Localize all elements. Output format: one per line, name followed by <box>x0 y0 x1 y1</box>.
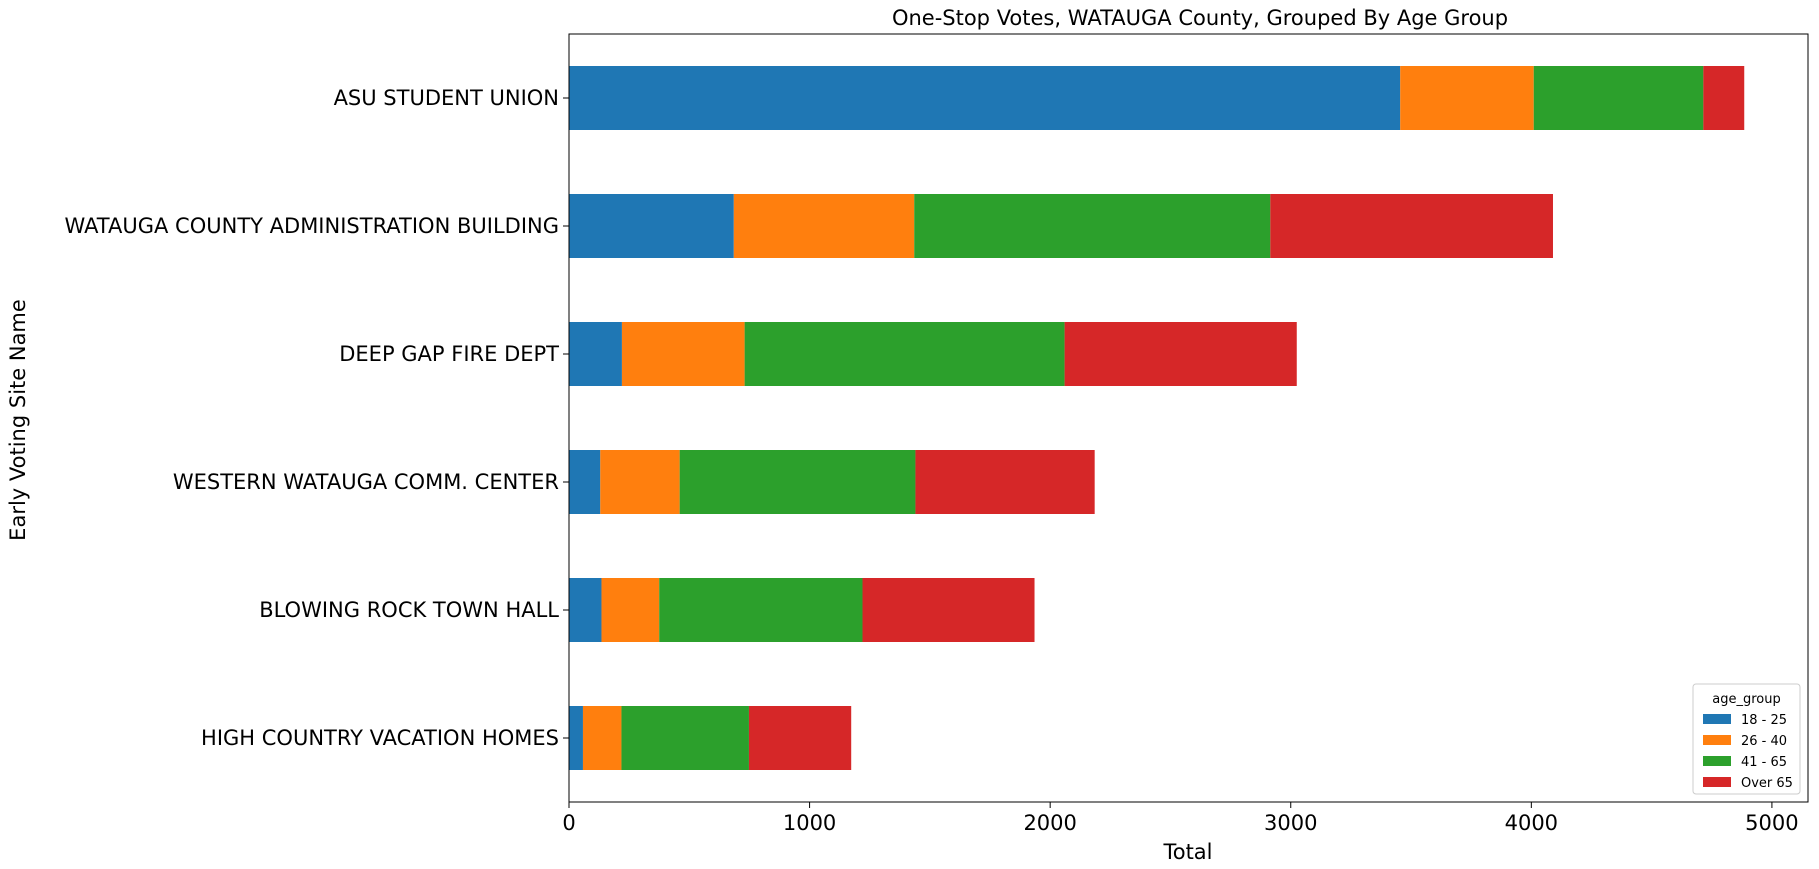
bar-6-series-1 <box>569 706 583 770</box>
bar-1-series-4 <box>1703 66 1745 130</box>
legend: age_group 18 - 25 26 - 40 41 - 65 Over 65 <box>1692 683 1801 795</box>
y-tick-label: HIGH COUNTRY VACATION HOMES <box>201 726 559 750</box>
bar-1-series-1 <box>569 66 1401 130</box>
bar-4-series-1 <box>569 450 601 514</box>
legend-swatch <box>1703 756 1731 766</box>
bar-2-series-1 <box>569 194 734 258</box>
bar-3-series-3 <box>744 322 1065 386</box>
bar-3-series-1 <box>569 322 622 386</box>
bar-6-series-2 <box>582 706 622 770</box>
x-tick-label: 5000 <box>1745 811 1798 835</box>
plot-area: ASU STUDENT UNION WATAUGA COUNTY ADMINIST… <box>64 33 1809 835</box>
bar-5-series-2 <box>601 578 660 642</box>
bar-2-series-2 <box>733 194 915 258</box>
bar-3-series-2 <box>621 322 745 386</box>
legend-entry: 26 - 40 <box>1741 734 1787 749</box>
chart-title: One-Stop Votes, WATAUGA County, Grouped … <box>892 6 1508 30</box>
legend-box <box>1692 683 1801 795</box>
legend-swatch <box>1703 735 1731 745</box>
y-tick-label: ASU STUDENT UNION <box>334 86 559 110</box>
x-tick-label: 4000 <box>1505 811 1558 835</box>
y-tick-label: WESTERN WATAUGA COMM. CENTER <box>173 470 559 494</box>
x-tick-label: 3000 <box>1264 811 1317 835</box>
bar-6-series-4 <box>748 706 852 770</box>
legend-swatch <box>1703 777 1731 787</box>
legend-entry: Over 65 <box>1741 776 1793 791</box>
legend-swatch <box>1703 714 1731 724</box>
plot-frame <box>568 33 1809 803</box>
bar-2-series-4 <box>1270 194 1553 258</box>
bar-2-series-3 <box>914 194 1271 258</box>
x-tick-label: 0 <box>562 811 575 835</box>
y-tick-label: WATAUGA COUNTY ADMINISTRATION BUILDING <box>64 214 559 238</box>
bar-4-series-2 <box>600 450 680 514</box>
bar-4-series-4 <box>915 450 1095 514</box>
legend-entry: 18 - 25 <box>1741 713 1787 728</box>
x-tick-label: 1000 <box>783 811 836 835</box>
y-tick-label: DEEP GAP FIRE DEPT <box>339 342 559 366</box>
bar-1-series-2 <box>1400 66 1534 130</box>
bar-4-series-3 <box>679 450 916 514</box>
bar-5-series-3 <box>659 578 863 642</box>
bar-3-series-4 <box>1064 322 1297 386</box>
y-axis-label: Early Voting Site Name <box>6 299 30 541</box>
legend-title: age_group <box>1712 692 1780 707</box>
y-tick-label: BLOWING ROCK TOWN HALL <box>259 598 559 622</box>
bar-1-series-3 <box>1533 66 1704 130</box>
legend-entry: 41 - 65 <box>1741 755 1787 770</box>
x-axis-label: Total <box>1162 840 1212 864</box>
bar-5-series-4 <box>862 578 1035 642</box>
bar-6-series-3 <box>621 706 749 770</box>
x-tick-label: 2000 <box>1023 811 1076 835</box>
bar-5-series-1 <box>569 578 602 642</box>
